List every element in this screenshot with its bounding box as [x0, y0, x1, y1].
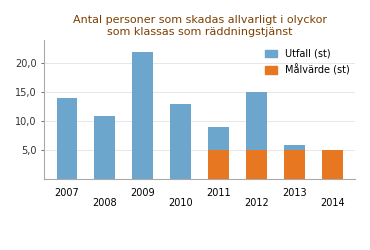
Text: 2012: 2012 — [244, 198, 269, 208]
Text: 2011: 2011 — [206, 188, 231, 198]
Text: 2007: 2007 — [55, 188, 80, 198]
Text: 2009: 2009 — [131, 188, 155, 198]
Bar — [322, 168, 343, 179]
Text: 2010: 2010 — [168, 198, 193, 208]
Bar — [208, 150, 229, 179]
Bar — [132, 52, 153, 179]
Bar — [170, 104, 191, 179]
Bar — [246, 92, 267, 179]
Title: Antal personer som skadas allvarligt i olyckor
som klassas som räddningstjänst: Antal personer som skadas allvarligt i o… — [73, 15, 327, 36]
Text: 2013: 2013 — [282, 188, 307, 198]
Bar — [322, 150, 343, 179]
Bar — [94, 116, 115, 179]
Bar — [208, 127, 229, 179]
Text: 2008: 2008 — [92, 198, 117, 208]
Legend: Utfall (st), Målvärde (st): Utfall (st), Målvärde (st) — [261, 45, 353, 79]
Bar — [246, 150, 267, 179]
Text: 2014: 2014 — [320, 198, 344, 208]
Bar — [57, 98, 77, 179]
Bar — [284, 144, 305, 179]
Bar — [284, 150, 305, 179]
